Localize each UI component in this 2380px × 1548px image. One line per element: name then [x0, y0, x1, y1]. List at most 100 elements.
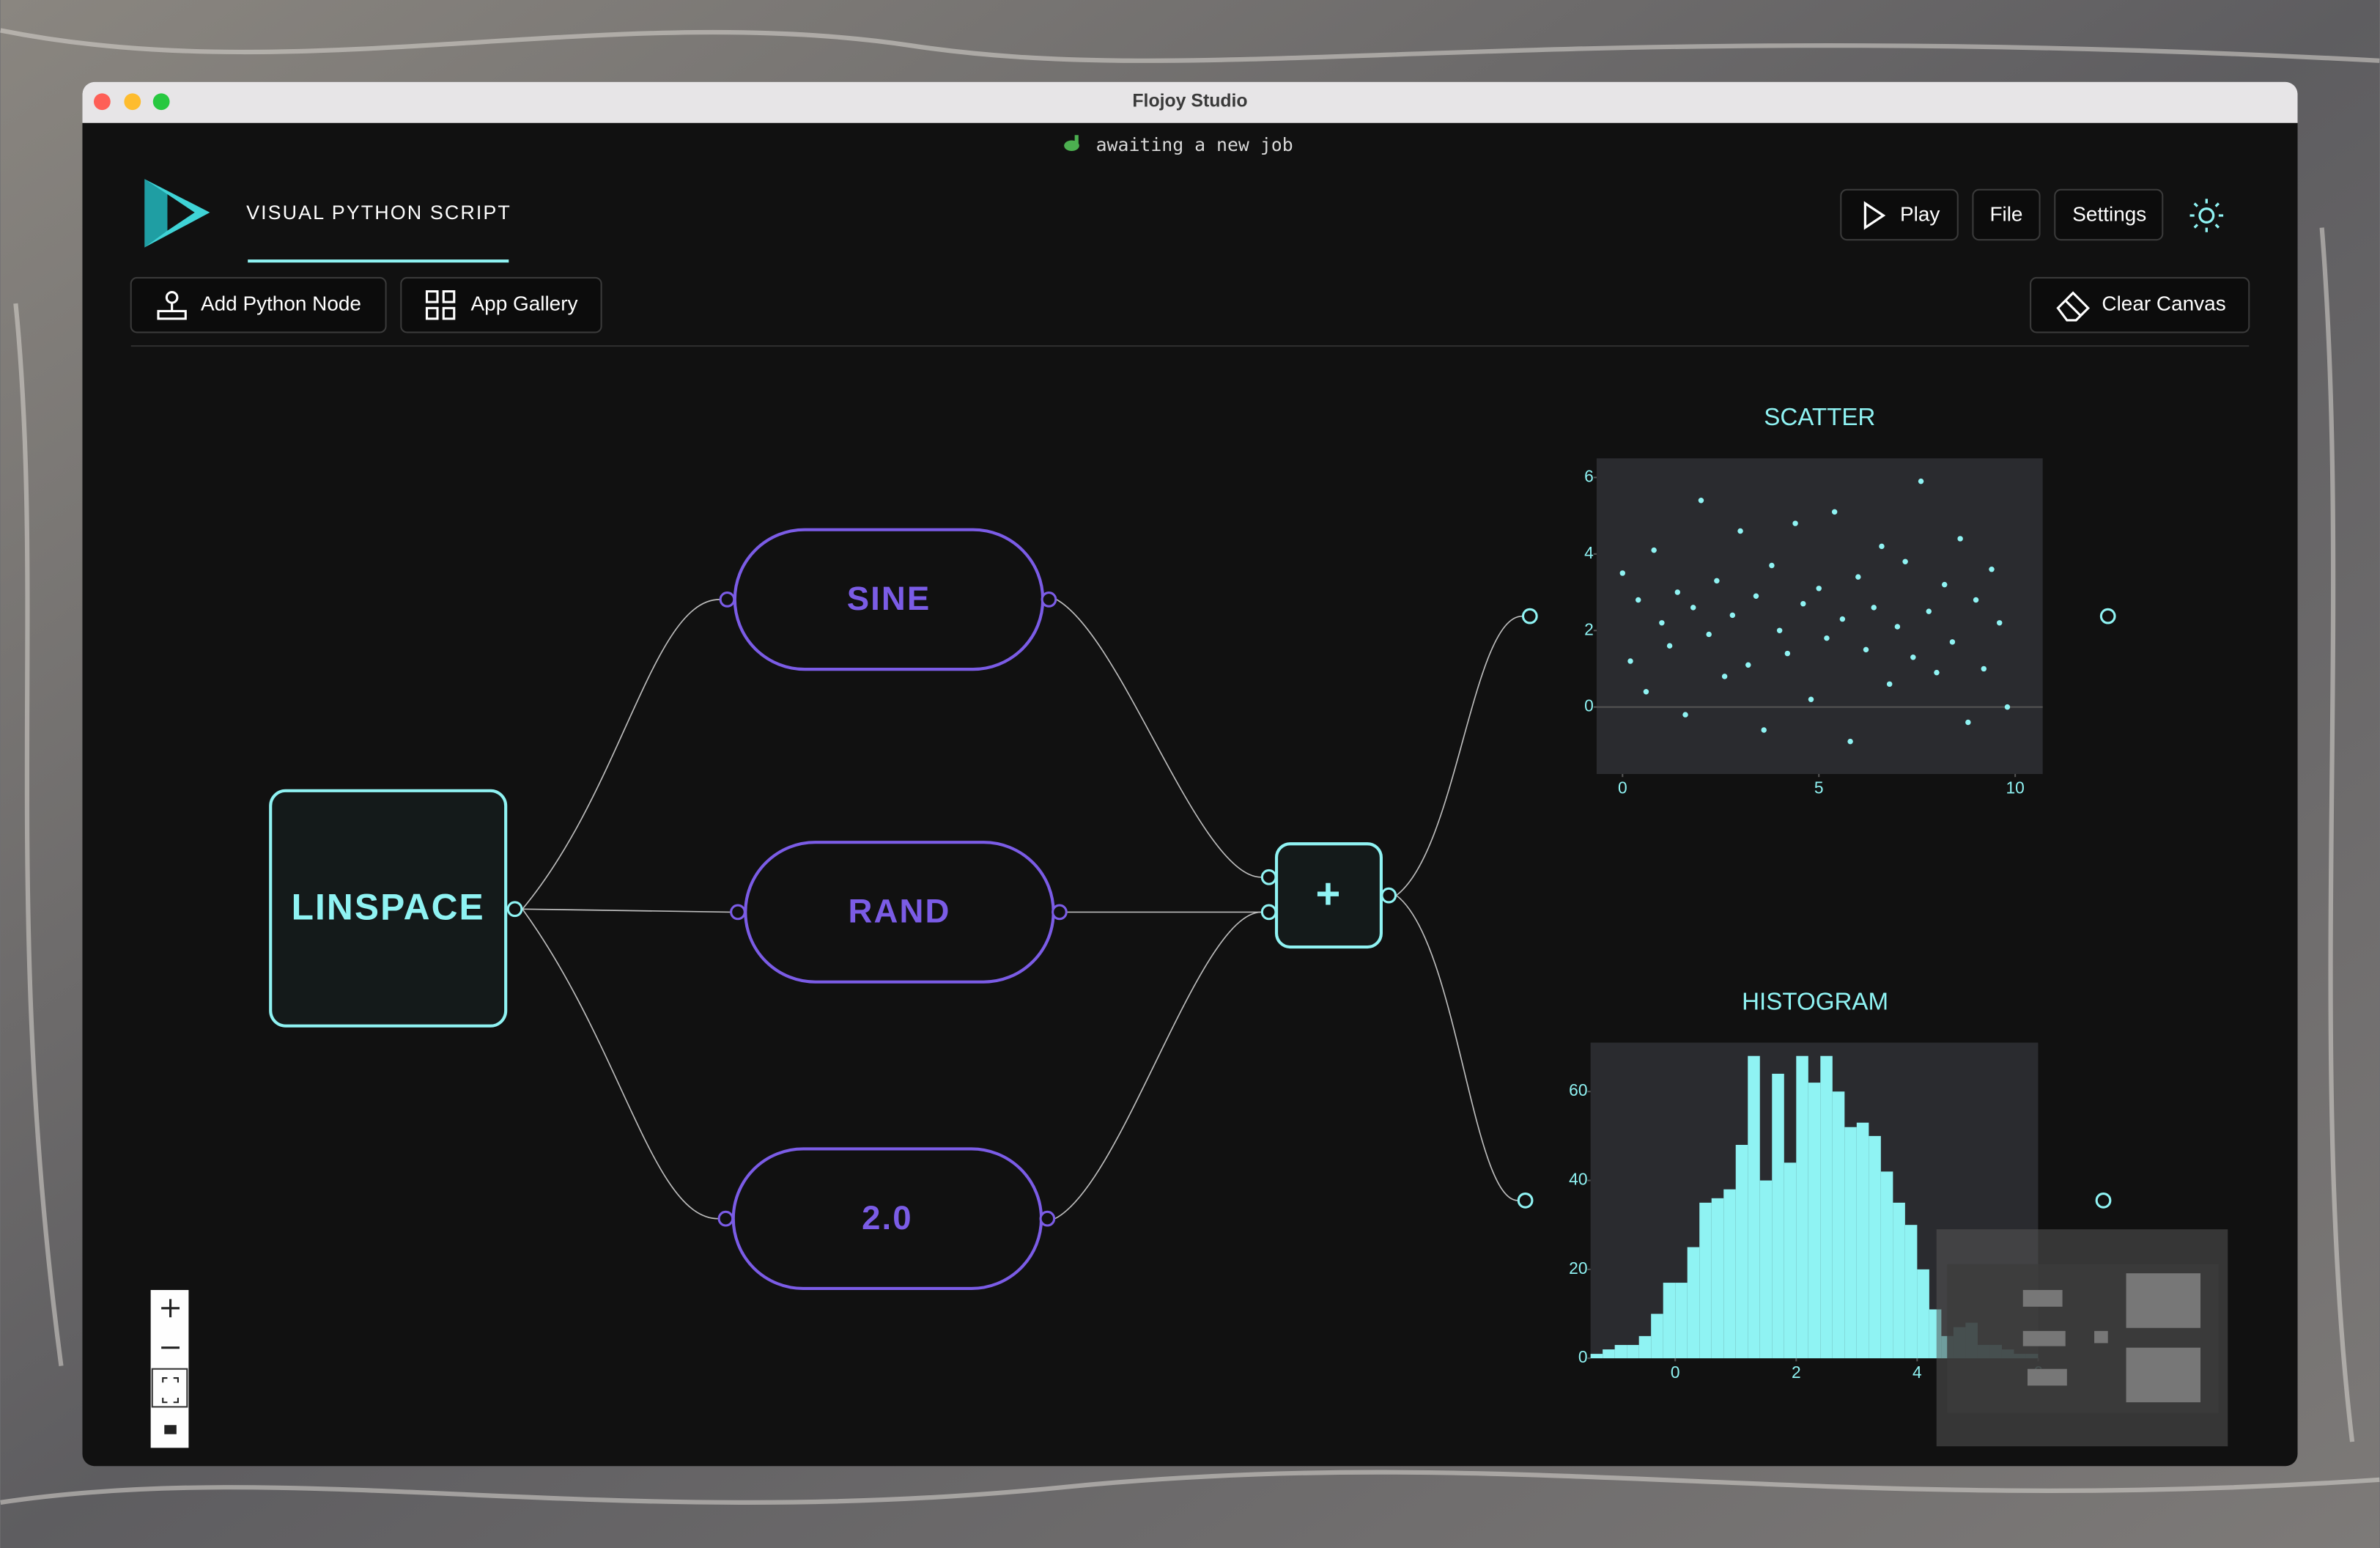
- node-handle: [1381, 887, 1397, 904]
- tab-underline: [248, 259, 509, 263]
- scatter-point: [1682, 712, 1688, 718]
- scatter-point: [1745, 662, 1751, 668]
- node-handle: [717, 1210, 734, 1227]
- node-icon: [157, 291, 187, 320]
- histogram-bar: [1638, 1335, 1652, 1359]
- edge: [1396, 615, 1523, 896]
- x-tick-label: 0: [1671, 1363, 1680, 1382]
- scatter-point: [1753, 593, 1759, 599]
- y-tick-label: 0: [1584, 696, 1594, 715]
- theme-toggle[interactable]: [2189, 199, 2224, 232]
- minimize-button[interactable]: [124, 93, 141, 111]
- edges: [522, 599, 1523, 1220]
- histogram-bar: [1856, 1122, 1869, 1359]
- x-tick-label: 10: [2006, 778, 2024, 797]
- flow-node[interactable]: RAND: [730, 841, 1068, 984]
- scatter-point: [1886, 681, 1893, 688]
- scatter-point: [1871, 605, 1877, 611]
- settings-button[interactable]: Settings: [2054, 188, 2164, 241]
- lock-toggle[interactable]: [164, 1425, 177, 1434]
- scatter-point: [1619, 570, 1626, 576]
- scatter-point: [1792, 520, 1798, 526]
- scatter-point: [1981, 666, 1987, 672]
- button-label: File: [1989, 202, 2022, 225]
- histogram-bar: [1844, 1127, 1857, 1359]
- scatter-point: [1839, 616, 1846, 622]
- scatter-point: [1989, 566, 1995, 572]
- chart-handles: [1517, 608, 2116, 1209]
- scatter-point: [1816, 586, 1822, 591]
- scatter-point: [1690, 605, 1696, 611]
- zoom-button[interactable]: [152, 93, 170, 111]
- gallery-icon: [425, 290, 456, 320]
- histogram-bar: [1820, 1055, 1833, 1359]
- flow-node[interactable]: LINSPACE: [269, 789, 523, 1028]
- scatter-point: [1651, 547, 1657, 553]
- scatter-point: [1627, 658, 1633, 664]
- play-button[interactable]: Play: [1840, 188, 1959, 241]
- histogram-bar: [1832, 1091, 1845, 1359]
- node-label: +: [1315, 871, 1342, 918]
- scatter-point: [1934, 669, 1940, 676]
- y-tick-label: 4: [1584, 543, 1594, 562]
- histogram-bar: [1748, 1055, 1760, 1359]
- flow-node[interactable]: SINE: [719, 528, 1057, 671]
- histogram-bar: [1808, 1083, 1821, 1359]
- histogram-bar: [1723, 1189, 1736, 1359]
- scatter-point: [1957, 536, 1963, 542]
- play-icon: [1863, 201, 1886, 230]
- y-tick-label: 60: [1569, 1080, 1587, 1099]
- close-button[interactable]: [94, 93, 111, 111]
- fit-icon: [162, 1377, 179, 1404]
- histogram-bar: [1663, 1283, 1676, 1359]
- scatter-point: [1800, 600, 1806, 607]
- scatter-point: [1949, 639, 1956, 645]
- flow-node[interactable]: 2.0: [717, 1147, 1056, 1290]
- scatter-point: [1910, 655, 1916, 660]
- scatter-point: [1824, 635, 1830, 641]
- x-tick-label: 5: [1814, 778, 1824, 797]
- x-tick-label: 4: [1912, 1363, 1922, 1382]
- scatter-point: [1973, 597, 1979, 603]
- scatter-point: [1941, 581, 1948, 588]
- scatter-point: [1769, 562, 1775, 569]
- node-label: 2.0: [862, 1199, 913, 1236]
- histogram-bar: [1880, 1171, 1893, 1359]
- scatter-point: [1729, 612, 1736, 619]
- scatter-point: [1926, 608, 1932, 614]
- scatter-point: [1714, 578, 1720, 584]
- button-frame: [1972, 188, 2041, 241]
- desktop-texture: [0, 28, 2380, 1505]
- histogram-bar: [1869, 1135, 1881, 1359]
- scatter-point: [1879, 543, 1885, 550]
- scatter-point: [1855, 574, 1861, 580]
- fit-view[interactable]: [151, 1368, 188, 1408]
- header-title: VISUAL PYTHON SCRIPT: [246, 202, 511, 224]
- histogram-bar: [1917, 1269, 1929, 1359]
- histogram-bar: [1772, 1073, 1784, 1359]
- scatter-point: [1863, 646, 1869, 653]
- scatter-chart: SCATTER 0 5 10 0 2 4 6: [1584, 404, 2043, 797]
- scatter-point: [1831, 509, 1838, 515]
- button-frame: [1840, 188, 1959, 241]
- scatter-point: [1808, 696, 1814, 702]
- scatter-point: [1776, 627, 1783, 633]
- eraser-icon: [2056, 291, 2090, 322]
- zoom-in[interactable]: [161, 1299, 180, 1318]
- histogram-chart: HISTOGRAM02460204060: [1569, 988, 2043, 1381]
- add-python-node-button[interactable]: Add Python Node: [130, 276, 387, 333]
- scatter-point: [1965, 719, 1971, 726]
- histogram-bar: [1687, 1247, 1700, 1359]
- node-label: LINSPACE: [292, 886, 485, 927]
- scatter-point: [1659, 620, 1665, 626]
- app-gallery-button[interactable]: App Gallery: [400, 276, 602, 333]
- clear-canvas-button[interactable]: Clear Canvas: [2030, 276, 2250, 333]
- y-tick-label: 0: [1578, 1347, 1588, 1366]
- histogram-bar: [1784, 1162, 1797, 1359]
- node-handle: [719, 591, 736, 608]
- button-frame: [2030, 276, 2250, 333]
- flow-node[interactable]: +: [1260, 842, 1397, 949]
- file-button[interactable]: File: [1972, 188, 2041, 241]
